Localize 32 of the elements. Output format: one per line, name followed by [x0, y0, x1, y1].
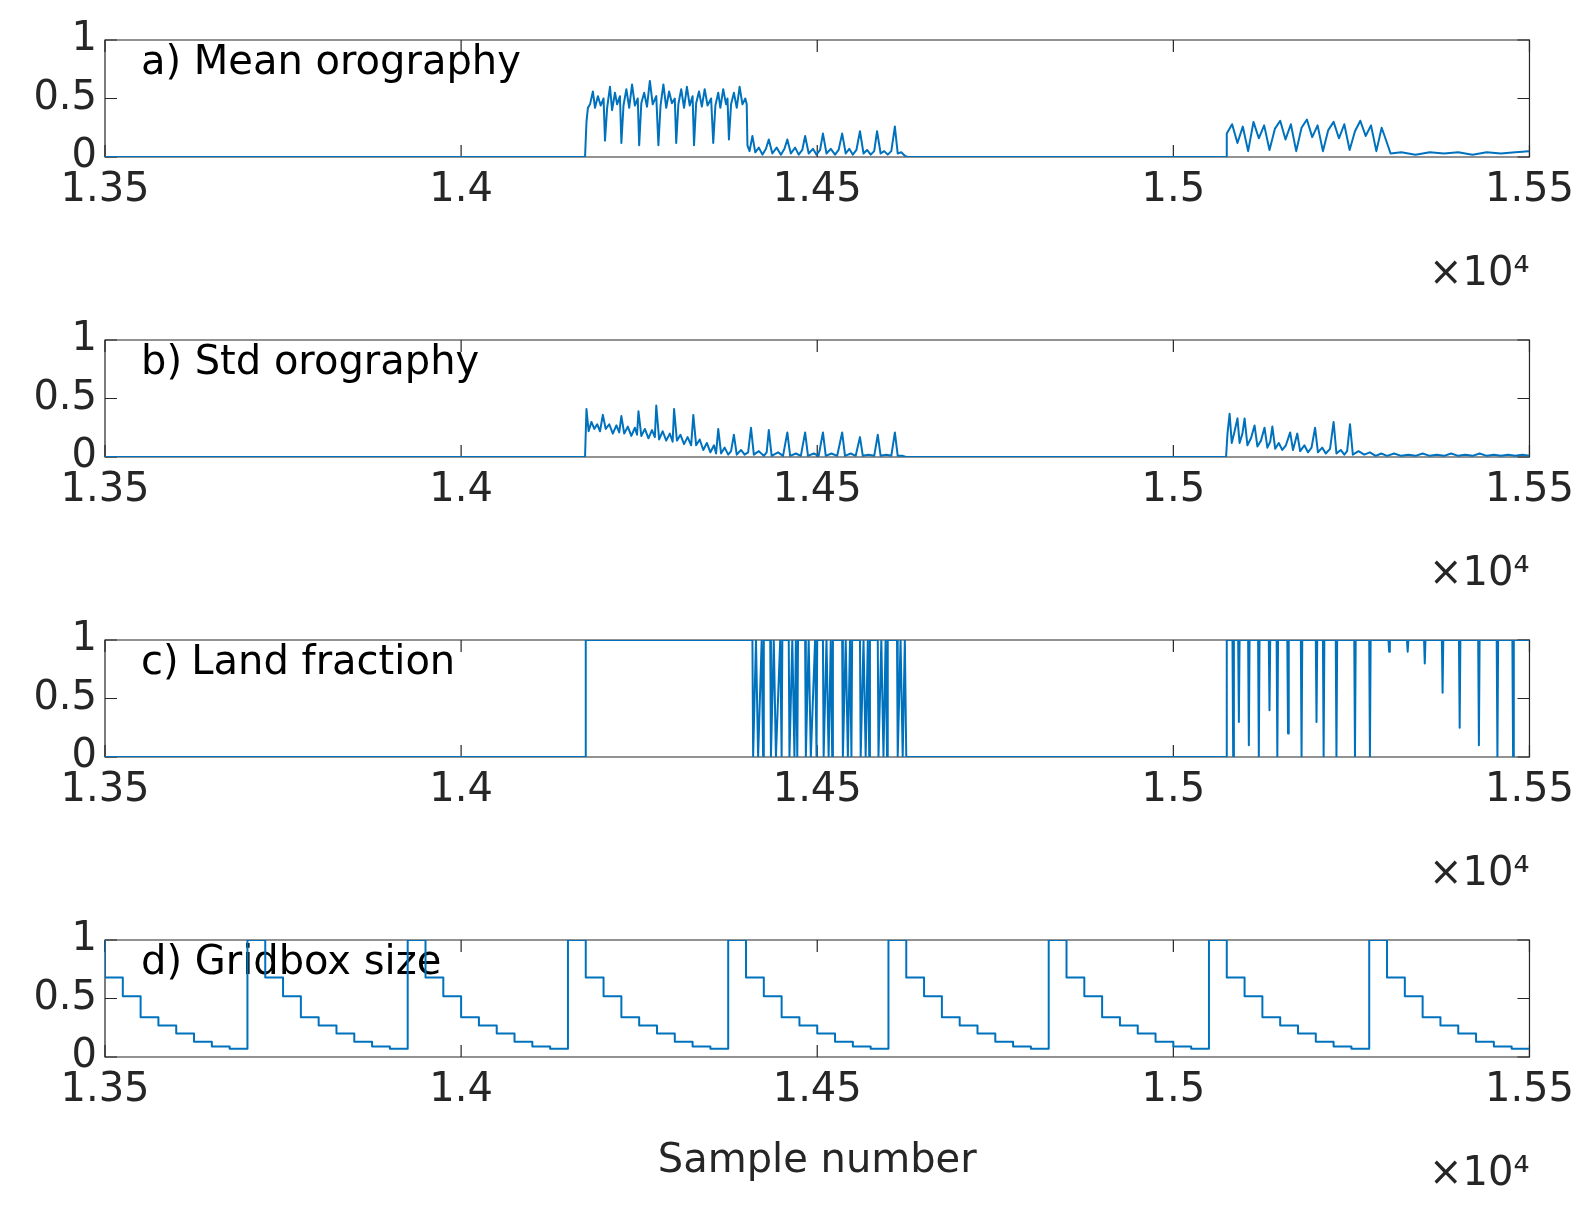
x-tick-label: 1.45 — [772, 164, 862, 211]
x-tick-label: 1.5 — [1141, 1064, 1206, 1111]
x-tick-label: 1.45 — [772, 1064, 862, 1111]
text: ×10⁴ — [1429, 848, 1530, 894]
y-tick-label: 1 — [71, 613, 97, 660]
y-tick-label: 0.5 — [33, 671, 97, 718]
x-tick-label: 1.55 — [1484, 164, 1574, 211]
y-tick-label: 0.5 — [33, 371, 97, 418]
y-tick-label: 0.5 — [33, 71, 97, 118]
chart-title: c) Land fraction — [141, 637, 456, 684]
x-tick-label: 1.5 — [1141, 464, 1206, 511]
x-tick-label: 1.4 — [429, 1064, 493, 1111]
x-tick-label: 1.55 — [1484, 464, 1574, 511]
x-tick-label: 1.4 — [429, 764, 493, 811]
x-tick-label: 1.5 — [1141, 164, 1206, 211]
x-tick-label: 1.4 — [429, 164, 493, 211]
x-tick-label: 1.45 — [772, 464, 862, 511]
y-tick-label: 1 — [71, 13, 97, 60]
text: ×10⁴ — [1429, 548, 1530, 594]
x-tick-label: 1.4 — [429, 464, 493, 511]
x-tick-label: 1.45 — [772, 764, 862, 811]
x-tick-label: 1.5 — [1141, 764, 1206, 811]
text: ×10⁴ — [1429, 1148, 1530, 1194]
y-tick-label: 1 — [71, 913, 97, 960]
chart-title: b) Std orography — [141, 337, 480, 384]
y-tick-label: 1 — [71, 313, 97, 360]
chart-title: a) Mean orography — [141, 37, 521, 84]
x-tick-label: 1.55 — [1484, 764, 1574, 811]
x-tick-label: 1.55 — [1484, 1064, 1574, 1111]
y-tick-label: 0.5 — [33, 971, 97, 1018]
text: ×10⁴ — [1429, 248, 1530, 294]
x-axis-title: Sample number — [657, 1135, 978, 1182]
